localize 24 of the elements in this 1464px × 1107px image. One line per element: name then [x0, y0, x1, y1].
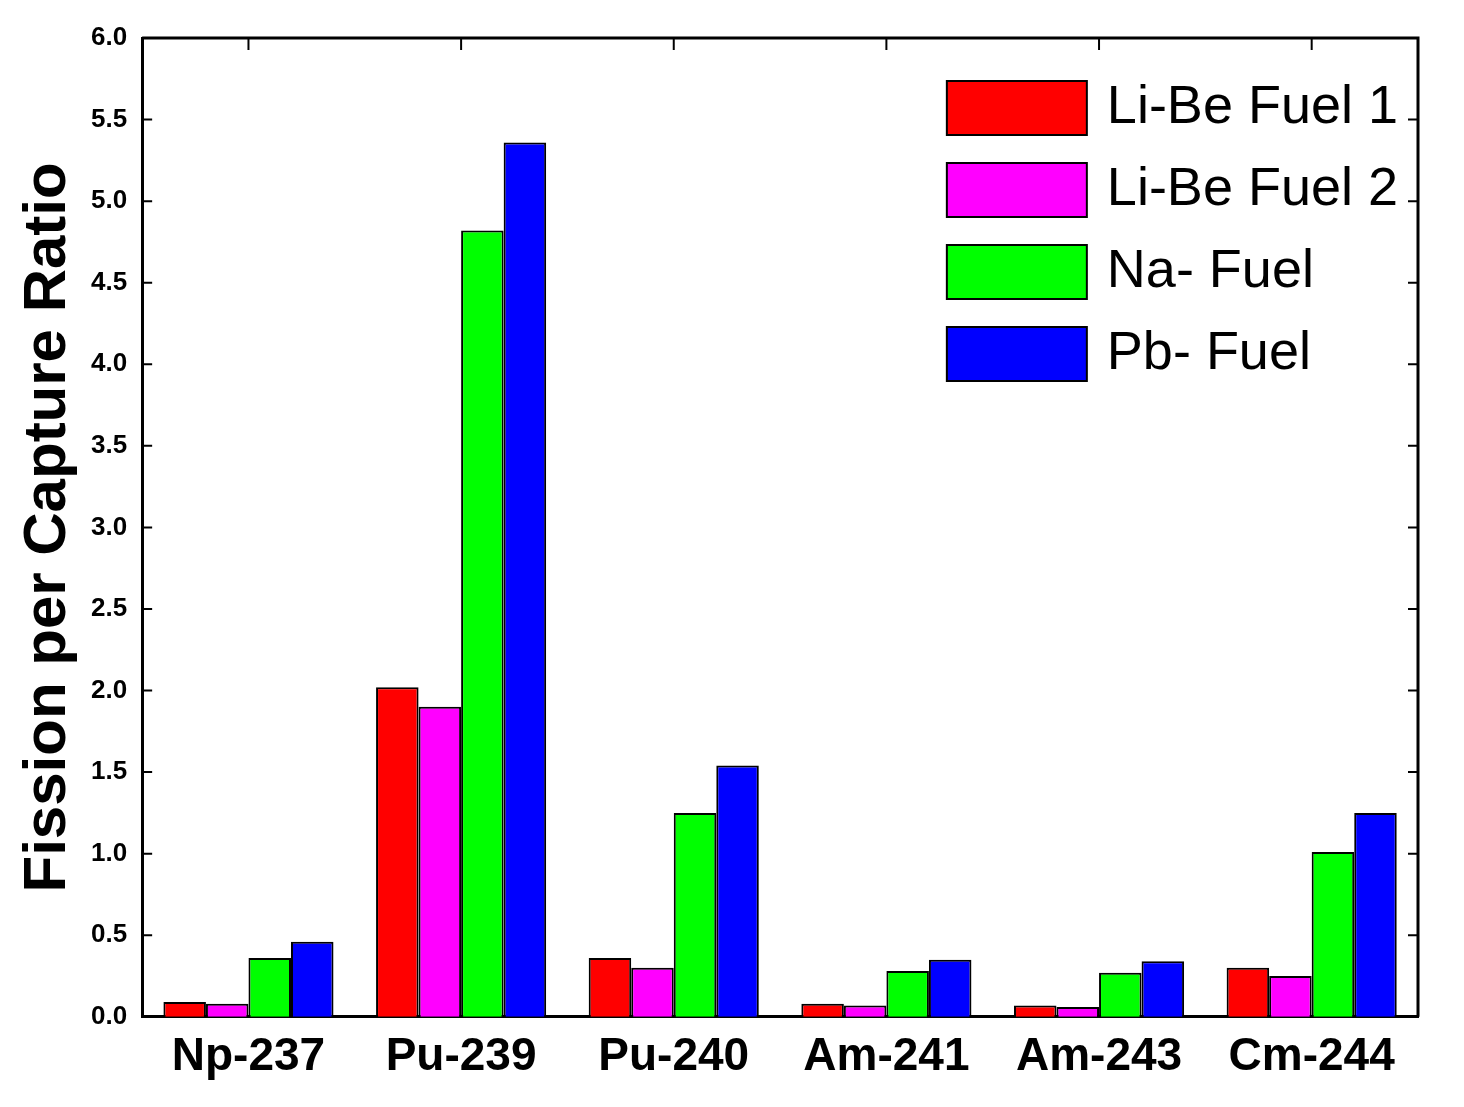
- y-tick-label: 5.5: [90, 102, 128, 133]
- y-axis-title: Fission per Capture Ratio: [10, 162, 78, 893]
- legend-label: Pb- Fuel: [1106, 319, 1311, 380]
- y-tick-label: 2.0: [90, 673, 128, 704]
- y-tick-label: 0.5: [90, 918, 128, 949]
- y-tick-label: 6.0: [90, 21, 128, 52]
- legend-label: Na- Fuel: [1106, 237, 1314, 298]
- y-tick-label: 1.5: [90, 755, 128, 786]
- x-tick-label: Am-241: [803, 1028, 970, 1081]
- legend-label: Li-Be Fuel 1: [1106, 73, 1399, 134]
- y-tick-label: 5.0: [90, 184, 128, 215]
- x-tick-label: Pu-240: [598, 1028, 750, 1081]
- legend-label: Li-Be Fuel 2: [1106, 155, 1399, 216]
- x-tick-label: Np-237: [171, 1028, 326, 1081]
- x-tick-label: Pu-239: [385, 1028, 537, 1081]
- x-tick-label: Cm-244: [1228, 1028, 1396, 1081]
- y-tick-label: 4.5: [90, 265, 128, 296]
- y-tick-label: 4.0: [90, 347, 128, 378]
- y-tick-label: 3.5: [90, 429, 128, 460]
- y-tick-label: 0.0: [90, 999, 128, 1030]
- y-tick-label: 3.0: [90, 510, 128, 541]
- x-tick-label: Am-243: [1015, 1028, 1183, 1081]
- y-tick-label: 1.0: [90, 836, 128, 867]
- y-tick-label: 2.5: [90, 592, 128, 623]
